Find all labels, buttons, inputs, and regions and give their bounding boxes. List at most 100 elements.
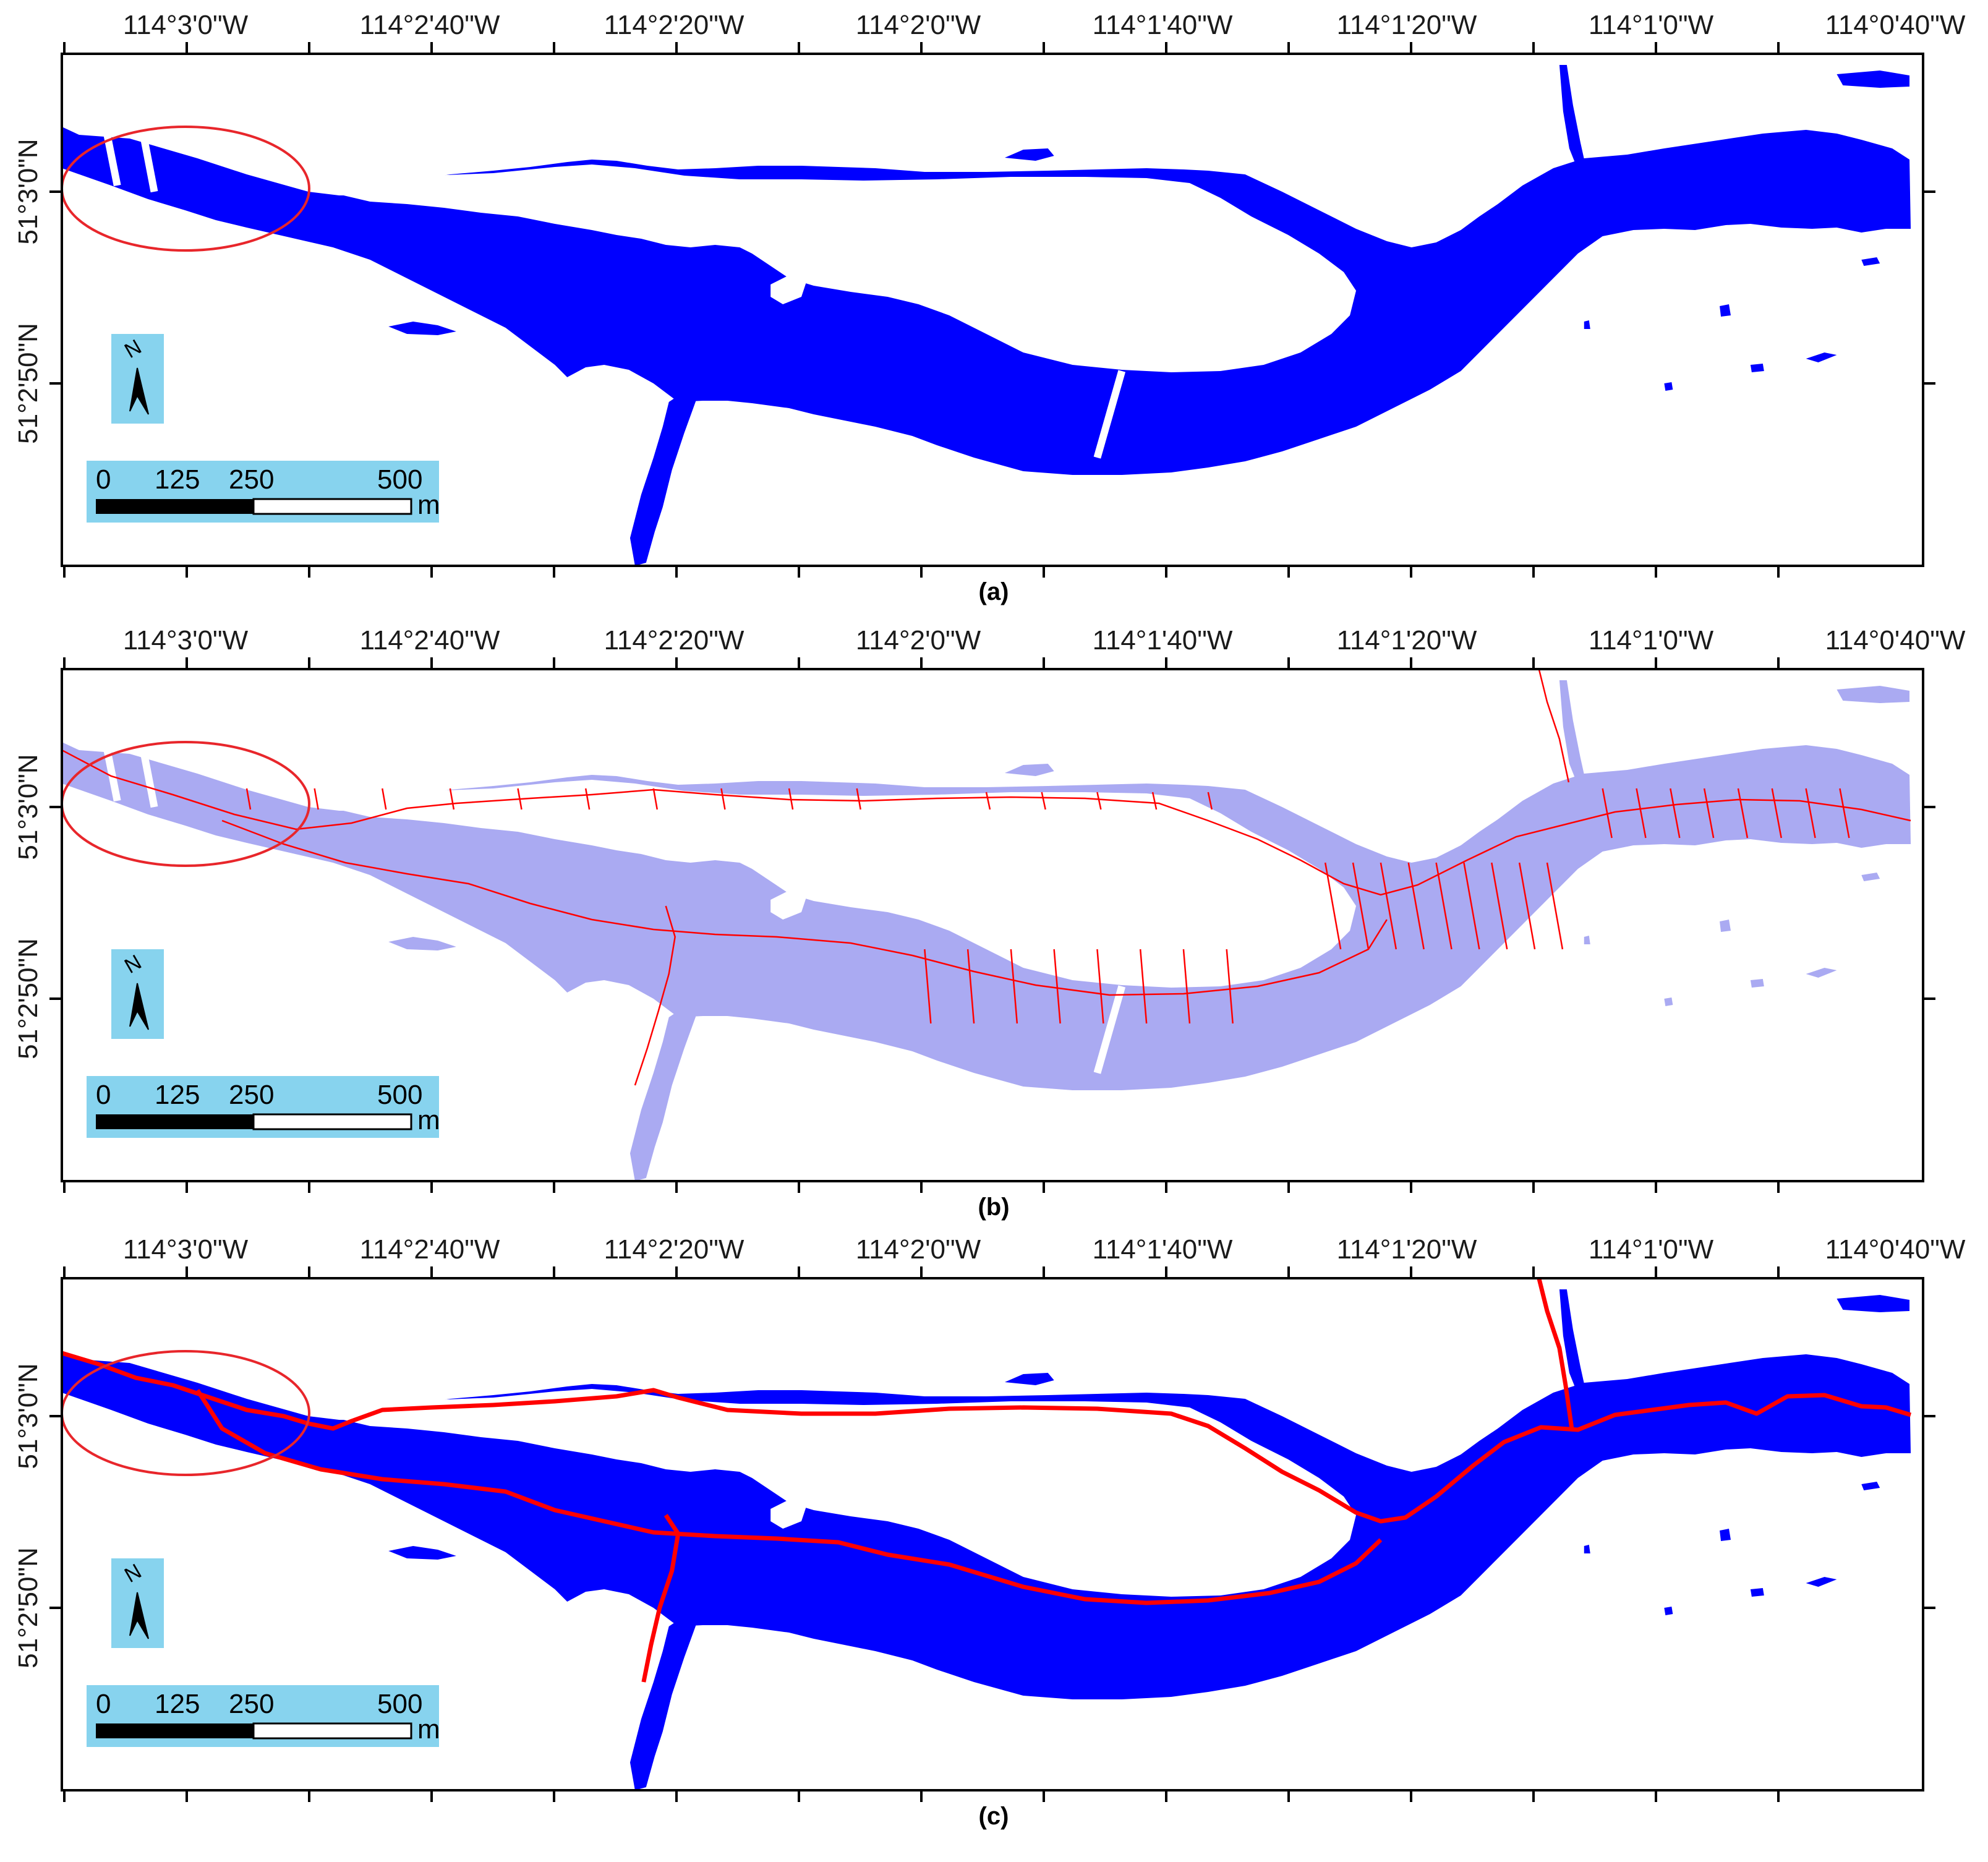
longitude-label: 114°2'40"W: [360, 10, 500, 40]
scale-tick-label: 0: [96, 1689, 111, 1719]
skeleton-line: [1139, 949, 1148, 1024]
scale-tick-label: 250: [229, 464, 274, 495]
centerline: [641, 1514, 681, 1683]
longitude-label: 114°1'20"W: [1337, 625, 1477, 656]
latitude-label: 51°2'50"N: [13, 938, 43, 1059]
skeleton-line: [1518, 862, 1536, 950]
skeleton-line: [1771, 788, 1782, 839]
skeleton-line: [1546, 862, 1564, 950]
scale-tick-label: 500: [377, 1689, 422, 1719]
longitude-label: 114°3'0"W: [123, 10, 249, 40]
centerline: [62, 1351, 1912, 1524]
panel-caption: (b): [978, 1194, 1009, 1221]
skeleton-line: [1324, 862, 1342, 950]
longitude-label: 114°2'40"W: [360, 1234, 500, 1265]
latitude-label: 51°3'0"N: [13, 754, 43, 860]
skeleton-line: [62, 749, 1911, 896]
north-arrow-icon: N: [111, 334, 164, 424]
scale-tick-label: 250: [229, 1689, 274, 1719]
longitude-label: 114°1'20"W: [1337, 1234, 1477, 1265]
skeleton-line: [1041, 792, 1046, 810]
north-arrow-icon: N: [111, 1558, 164, 1648]
skeleton-line: [1435, 862, 1453, 950]
skeleton-line: [1703, 788, 1715, 839]
longitude-label: 114°3'0"W: [123, 625, 249, 656]
longitude-label: 114°1'0"W: [1589, 1234, 1714, 1265]
skeleton-line: [856, 788, 861, 810]
skeleton-line: [788, 788, 794, 810]
latitude-label: 51°3'0"N: [13, 139, 43, 244]
scale-tick-label: 125: [155, 1080, 200, 1110]
skeleton-line: [1151, 792, 1158, 810]
scale-tick-label: 0: [96, 1080, 111, 1110]
skeleton-line: [1053, 949, 1061, 1024]
skeleton-line: [1010, 949, 1018, 1024]
longitude-label: 114°2'0"W: [856, 10, 981, 40]
scale-tick-label: 125: [155, 464, 200, 495]
skeleton-line: [1737, 788, 1749, 839]
longitude-label: 114°1'0"W: [1589, 625, 1714, 656]
skeleton-line: [924, 949, 932, 1024]
skeleton-line: [985, 792, 991, 810]
data-gap: [1093, 370, 1126, 459]
skeleton-line: [1352, 862, 1370, 950]
skeleton-line: [1380, 862, 1397, 950]
skeleton-line: [245, 788, 252, 810]
longitude-label: 114°1'20"W: [1337, 10, 1477, 40]
map-content: [62, 669, 1911, 1181]
scale-bar-white: [252, 1113, 412, 1130]
map-frame: [61, 1277, 1924, 1792]
map-frame: [61, 53, 1924, 567]
longitude-label: 114°0'40"W: [1825, 10, 1966, 40]
skeleton-line: [1096, 792, 1102, 810]
skeleton-line: [1226, 949, 1234, 1024]
map-content: [62, 1278, 1912, 1790]
longitude-label: 114°1'40"W: [1093, 1234, 1233, 1265]
data-gap: [138, 126, 158, 193]
latitude-label: 51°2'50"N: [13, 1547, 43, 1668]
skeleton-line: [1207, 792, 1213, 810]
map-panel: 114°3'0"W 114°2'40"W 114°2'20"W 114°2'0"W 11…: [13, 10, 1966, 605]
scale-bar-black: [96, 1723, 254, 1738]
north-arrow-icon: N: [111, 949, 164, 1039]
longitude-label: 114°2'0"W: [856, 1234, 981, 1265]
longitude-label: 114°3'0"W: [123, 1234, 249, 1265]
scale-bar-white: [252, 1722, 412, 1740]
longitude-label: 114°0'40"W: [1825, 1234, 1966, 1265]
skeleton-line: [634, 905, 676, 1086]
longitude-label: 114°2'20"W: [604, 1234, 744, 1265]
scale-tick-label: 500: [377, 1080, 422, 1110]
skeleton-line: [1670, 788, 1681, 839]
scale-bar-black: [96, 499, 254, 514]
skeleton-line: [652, 788, 659, 810]
skeleton-line: [1182, 949, 1191, 1024]
scale-bar-black: [96, 1114, 254, 1129]
scale-tick-label: 250: [229, 1080, 274, 1110]
skeleton-line: [517, 788, 523, 810]
skeleton-line: [1463, 862, 1480, 950]
scale-unit: m: [417, 490, 440, 520]
longitude-label: 114°0'40"W: [1825, 625, 1966, 656]
latitude-label: 51°3'0"N: [13, 1363, 43, 1469]
panel-caption: (a): [979, 578, 1009, 605]
data-gap: [1093, 985, 1126, 1074]
longitude-label: 114°1'0"W: [1589, 10, 1714, 40]
skeleton-line: [1805, 788, 1816, 839]
centerline: [195, 1389, 1383, 1605]
skeleton-line: [1636, 788, 1647, 839]
longitude-label: 114°1'40"W: [1093, 625, 1233, 656]
map-panel: 114°3'0"W 114°2'40"W 114°2'20"W 114°2'0"W 11…: [13, 625, 1966, 1221]
longitude-label: 114°2'20"W: [604, 10, 744, 40]
longitude-label: 114°2'40"W: [360, 625, 500, 656]
scale-unit: m: [417, 1714, 440, 1745]
scale-tick-label: 0: [96, 464, 111, 495]
data-gap: [101, 122, 121, 187]
longitude-label: 114°2'0"W: [856, 625, 981, 656]
scale-tick-label: 500: [377, 464, 422, 495]
centerline: [1537, 1278, 1574, 1429]
skeleton-line: [314, 788, 319, 810]
